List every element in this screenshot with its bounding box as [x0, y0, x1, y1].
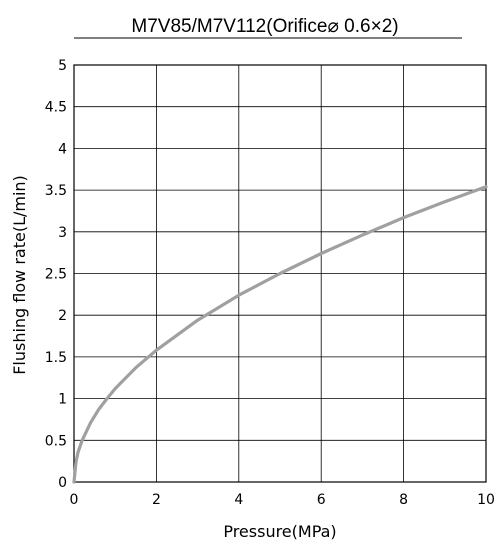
y-tick-label: 4.5 [45, 100, 67, 116]
y-tick-label: 4 [58, 141, 67, 157]
x-tick-label: 10 [477, 492, 495, 508]
y-tick-label: 2.5 [45, 267, 67, 283]
y-tick-label: 3.5 [45, 183, 67, 199]
plot-area [73, 64, 487, 483]
x-tick-label: 0 [70, 492, 79, 508]
tick-labels: 0 2 4 6 8 10 0 0.5 1 1.5 2 2.5 3 3.5 4 4.5 5 [45, 58, 495, 508]
y-tick-label: 1 [58, 392, 67, 408]
series-line-0 [72, 185, 488, 484]
y-tick-label: 1.5 [45, 350, 67, 366]
x-tick-label: 6 [317, 492, 326, 508]
chart-title: M7V85/M7V112(Orifice⌀ 0.6×2) [131, 16, 398, 37]
x-tick-label: 2 [152, 492, 161, 508]
y-axis-label: Flushing flow rate(L/min) [10, 175, 29, 375]
y-tick-label: 0 [58, 475, 67, 491]
y-tick-label: 5 [58, 58, 67, 74]
x-tick-label: 4 [234, 492, 243, 508]
y-tick-label: 3 [58, 225, 67, 241]
series [72, 185, 488, 484]
x-tick-label: 8 [399, 492, 408, 508]
x-axis-label: Pressure(MPa) [223, 522, 336, 541]
y-tick-label: 0.5 [45, 433, 67, 449]
y-tick-label: 2 [58, 308, 67, 324]
